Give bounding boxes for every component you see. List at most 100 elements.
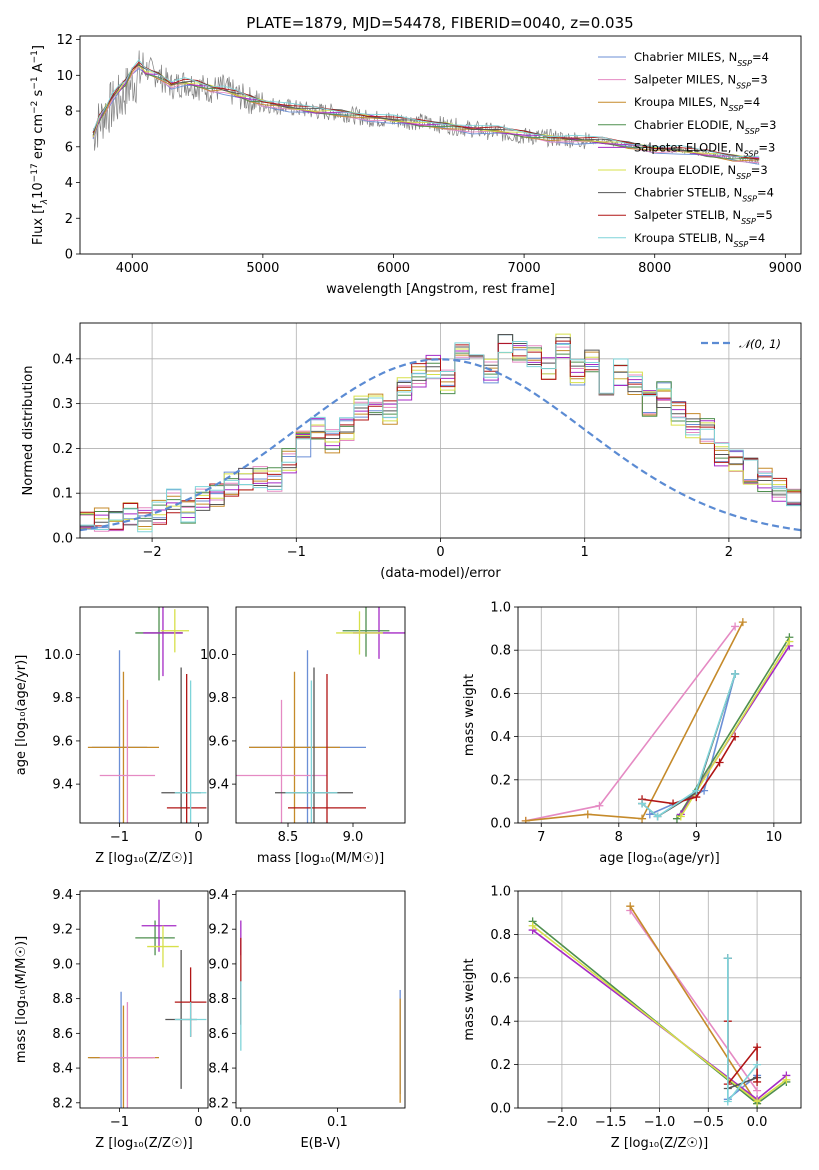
y-tick-label: 0.6 [490, 687, 511, 702]
axes-frame [79, 35, 802, 255]
y-tick-label: 10 [56, 69, 73, 84]
axes-frame [235, 890, 406, 1109]
x-tick-label: 2 [725, 545, 733, 560]
y-tick-label: 0.0 [52, 532, 73, 547]
x-tick-label: 8 [615, 830, 623, 845]
spectrum-legend: Chabrier MILES, NSSP=4 Salpeter MILES, NS… [598, 50, 776, 248]
y-tick-label: 8.6 [208, 1027, 229, 1042]
y-tick-label: 8.2 [208, 1096, 229, 1111]
weight-marker [738, 618, 747, 627]
panel-residuals: −2 −1 0 1 2 0.0 0.1 0.2 0.3 0.4 (data-model)/error… [21, 322, 802, 581]
legend-entry: Chabrier STELIB, NSSP=4 [634, 186, 774, 204]
weight-marker [715, 758, 724, 767]
y-tick-label: 6 [65, 140, 73, 155]
y-tick-label: 9.6 [52, 734, 73, 749]
y-tick-label: 9.4 [52, 778, 73, 793]
panel-massweight-vs-age: 7 8 9 10 0.0 0.2 0.4 0.6 0.8 1.0 age [log₁₀(age/yr… [462, 601, 802, 866]
weight-line [629, 910, 758, 1092]
y-tick-label: 8.2 [52, 1096, 73, 1111]
weight-marker [723, 954, 732, 963]
x-tick-label: −1 [287, 545, 306, 560]
x-axis-label: Z [log₁₀(Z/Z☉)] [95, 851, 192, 866]
x-tick-label: −0.5 [693, 1115, 725, 1130]
y-tick-label: 8.8 [52, 992, 73, 1007]
y-tick-label: 8.8 [208, 992, 229, 1007]
weight-marker [638, 814, 647, 823]
weight-lines [521, 618, 794, 823]
y-axis-label: age [log₁₀(age/yr)] [14, 655, 29, 776]
y-tick-label: 12 [56, 33, 73, 48]
residual-hist-1 [80, 343, 801, 532]
x-tick-label: 0.1 [327, 1115, 348, 1130]
y-axis-label: mass weight [462, 674, 477, 756]
x-tick-label: 6000 [377, 261, 410, 276]
y-tick-label: 0 [65, 248, 73, 263]
x-axis-label: (data-model)/error [380, 566, 501, 581]
legend-entry: Salpeter MILES, NSSP=3 [634, 73, 768, 91]
x-axis-label: mass [log₁₀(M/M☉)] [257, 851, 384, 866]
axes-frame [79, 890, 209, 1109]
weight-marker [731, 622, 740, 631]
x-tick-label: 9000 [769, 261, 802, 276]
y-tick-label: 0.4 [490, 1015, 511, 1030]
x-tick-label: 0.0 [230, 1115, 251, 1130]
legend-entry: Kroupa ELODIE, NSSP=3 [634, 163, 768, 181]
weight-marker [785, 637, 794, 646]
legend-entry: Chabrier ELODIE, NSSP=3 [634, 118, 776, 136]
weight-line [629, 905, 758, 1105]
y-tick-label: 2 [65, 212, 73, 227]
figure-title: PLATE=1879, MJD=54478, FIBERID=0040, z=0… [246, 14, 633, 32]
weight-lines [528, 902, 791, 1108]
x-tick-label: 0 [194, 830, 202, 845]
axes-frame [235, 606, 406, 824]
y-tick-label: 1.0 [490, 885, 511, 900]
y-tick-label: 8 [65, 105, 73, 120]
residual-hist-2 [80, 347, 801, 529]
weight-marker [626, 902, 635, 911]
weight-marker [753, 1060, 762, 1069]
weight-marker [638, 799, 647, 808]
y-tick-label: 4 [65, 176, 73, 191]
x-axis-label: Z [log₁₀(Z/Z☉)] [95, 1136, 192, 1151]
gaussian-curve [80, 358, 801, 532]
y-tick-label: 0.3 [52, 397, 73, 412]
axes-frame [79, 606, 209, 824]
x-tick-label: 0.0 [747, 1115, 768, 1130]
panel-age-vs-mass: 8.5 9.0 9.4 9.6 9.8 10.0 mass [log₁₀(M/M☉)] [200, 606, 406, 866]
y-tick-label: 8.4 [208, 1062, 229, 1077]
y-tick-label: 8.4 [52, 1062, 73, 1077]
spectrum-lines [92, 50, 760, 165]
weight-marker [583, 810, 592, 819]
weight-marker [521, 816, 530, 823]
y-tick-label: 9.0 [52, 957, 73, 972]
y-tick-label: 9.6 [208, 734, 229, 749]
weight-marker [595, 801, 604, 810]
y-tick-label: 9.2 [52, 923, 73, 938]
weight-marker [653, 812, 662, 821]
errorbar-points [240, 920, 401, 1103]
y-tick-label: 9.4 [52, 888, 73, 903]
model-spectrum-8 [92, 59, 760, 158]
weight-marker [723, 1097, 732, 1106]
y-tick-label: 0.2 [490, 773, 511, 788]
y-axis-label: Flux [fλ10−17 erg cm−2 s−1 A−1] [30, 45, 50, 245]
residual-hist-8 [80, 340, 801, 533]
axes-frame [517, 890, 802, 1109]
x-tick-label: 0 [436, 545, 444, 560]
panels: 4000 5000 6000 7000 8000 9000024681012wavelen… [14, 33, 802, 1151]
x-axis-label: Z [log₁₀(Z/Z☉)] [611, 1136, 708, 1151]
x-tick-label: 4000 [116, 261, 149, 276]
x-tick-label: 7000 [508, 261, 541, 276]
weight-marker [692, 786, 701, 795]
legend-entry: Kroupa STELIB, NSSP=4 [634, 231, 765, 249]
weight-marker [782, 1075, 791, 1084]
x-axis-label: wavelength [Angstrom, rest frame] [326, 282, 555, 297]
x-axis-label: E(B-V) [300, 1136, 340, 1151]
weight-marker [753, 1043, 762, 1052]
x-tick-label: 9 [692, 830, 700, 845]
y-tick-label: 9.2 [208, 923, 229, 938]
y-tick-label: 9.4 [208, 888, 229, 903]
x-tick-label: −1.0 [644, 1115, 676, 1130]
y-tick-label: 0.6 [490, 971, 511, 986]
